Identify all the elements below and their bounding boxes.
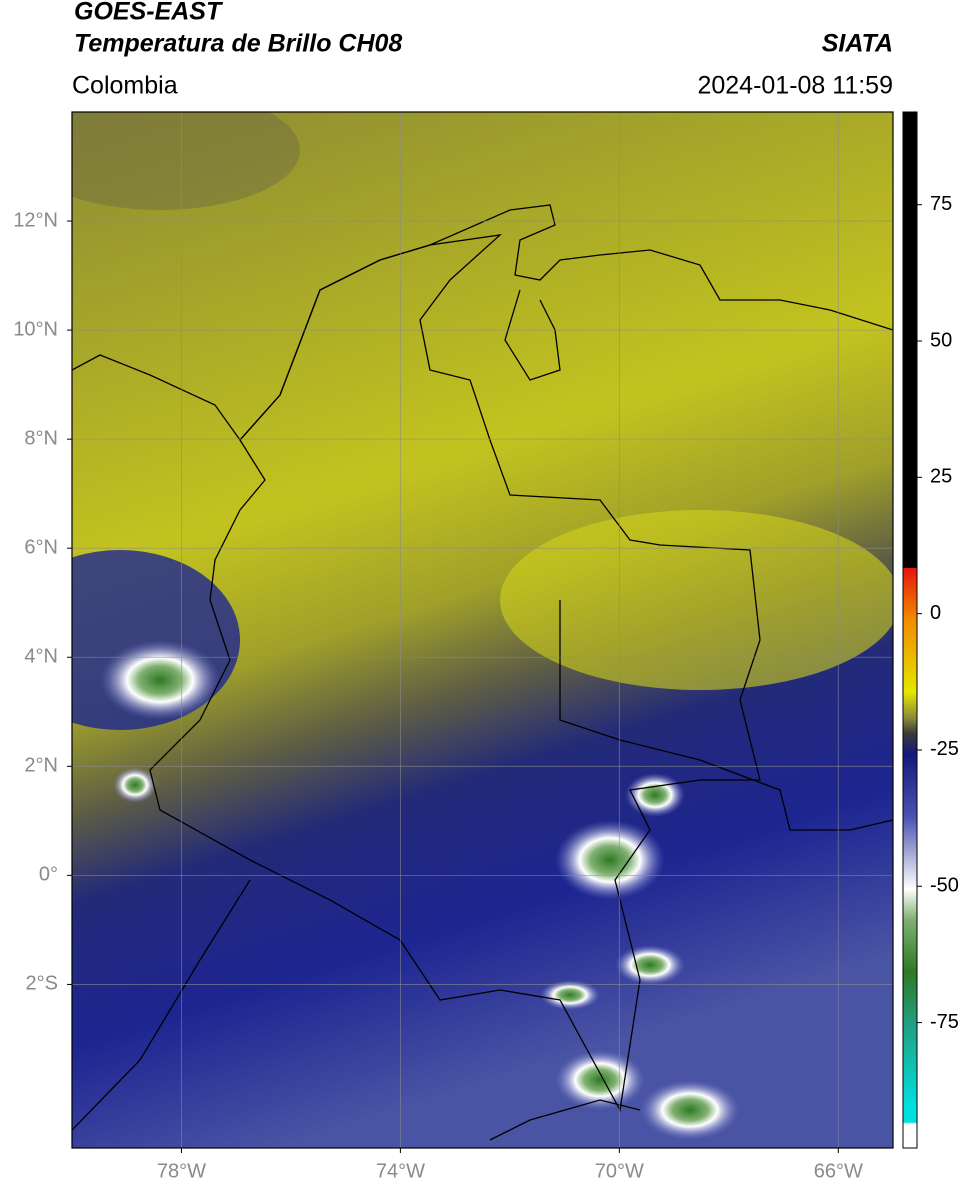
- y-tick-label: 4°N: [24, 646, 58, 668]
- colorbar-label: 50: [930, 329, 952, 351]
- x-tick-label: 74°W: [376, 1160, 425, 1182]
- coastline: [72, 289, 561, 1131]
- storm: [615, 945, 685, 985]
- timestamp: 2024-01-08 11:59: [697, 72, 893, 100]
- storm: [625, 773, 685, 817]
- x-tick-label: 78°W: [157, 1160, 206, 1182]
- y-tick-label: 2°N: [24, 755, 58, 777]
- storm: [540, 980, 600, 1010]
- x-tick-label: 70°W: [595, 1160, 644, 1182]
- y-tick-label: 10°N: [13, 318, 58, 340]
- colorbar-label: 25: [930, 466, 952, 488]
- colorbar-label: -25: [930, 738, 959, 760]
- colorbar-label: -50: [930, 875, 959, 897]
- product: Temperatura de Brillo CH08: [74, 30, 402, 58]
- y-tick-label: 8°N: [24, 427, 58, 449]
- border: [489, 600, 893, 1141]
- storm: [555, 1050, 645, 1110]
- cloud-area: [500, 510, 893, 690]
- x-tick-label: 66°W: [814, 1160, 863, 1182]
- map: [72, 112, 893, 1148]
- y-tick-label: 12°N: [13, 209, 58, 231]
- y-tick-label: 2°S: [26, 973, 58, 995]
- source: SIATA: [822, 30, 893, 58]
- graticule: [72, 112, 893, 1148]
- region: Colombia: [72, 72, 178, 100]
- storm: [100, 640, 220, 720]
- colorbar-label: 0: [930, 602, 941, 624]
- satellite: GOES-EAST: [74, 0, 224, 26]
- map-frame: [71, 111, 894, 1149]
- storm: [640, 1080, 740, 1140]
- colorbar: [902, 111, 918, 1149]
- colombia-border: [149, 234, 761, 1112]
- y-tick-label: 0°: [39, 864, 58, 886]
- y-tick-label: 6°N: [24, 536, 58, 558]
- cloud-area: [72, 112, 300, 210]
- colorbar-label: -75: [930, 1011, 959, 1033]
- coastline: [72, 204, 893, 442]
- storm: [555, 820, 665, 900]
- storm: [113, 767, 157, 803]
- colorbar-label: 75: [930, 193, 952, 215]
